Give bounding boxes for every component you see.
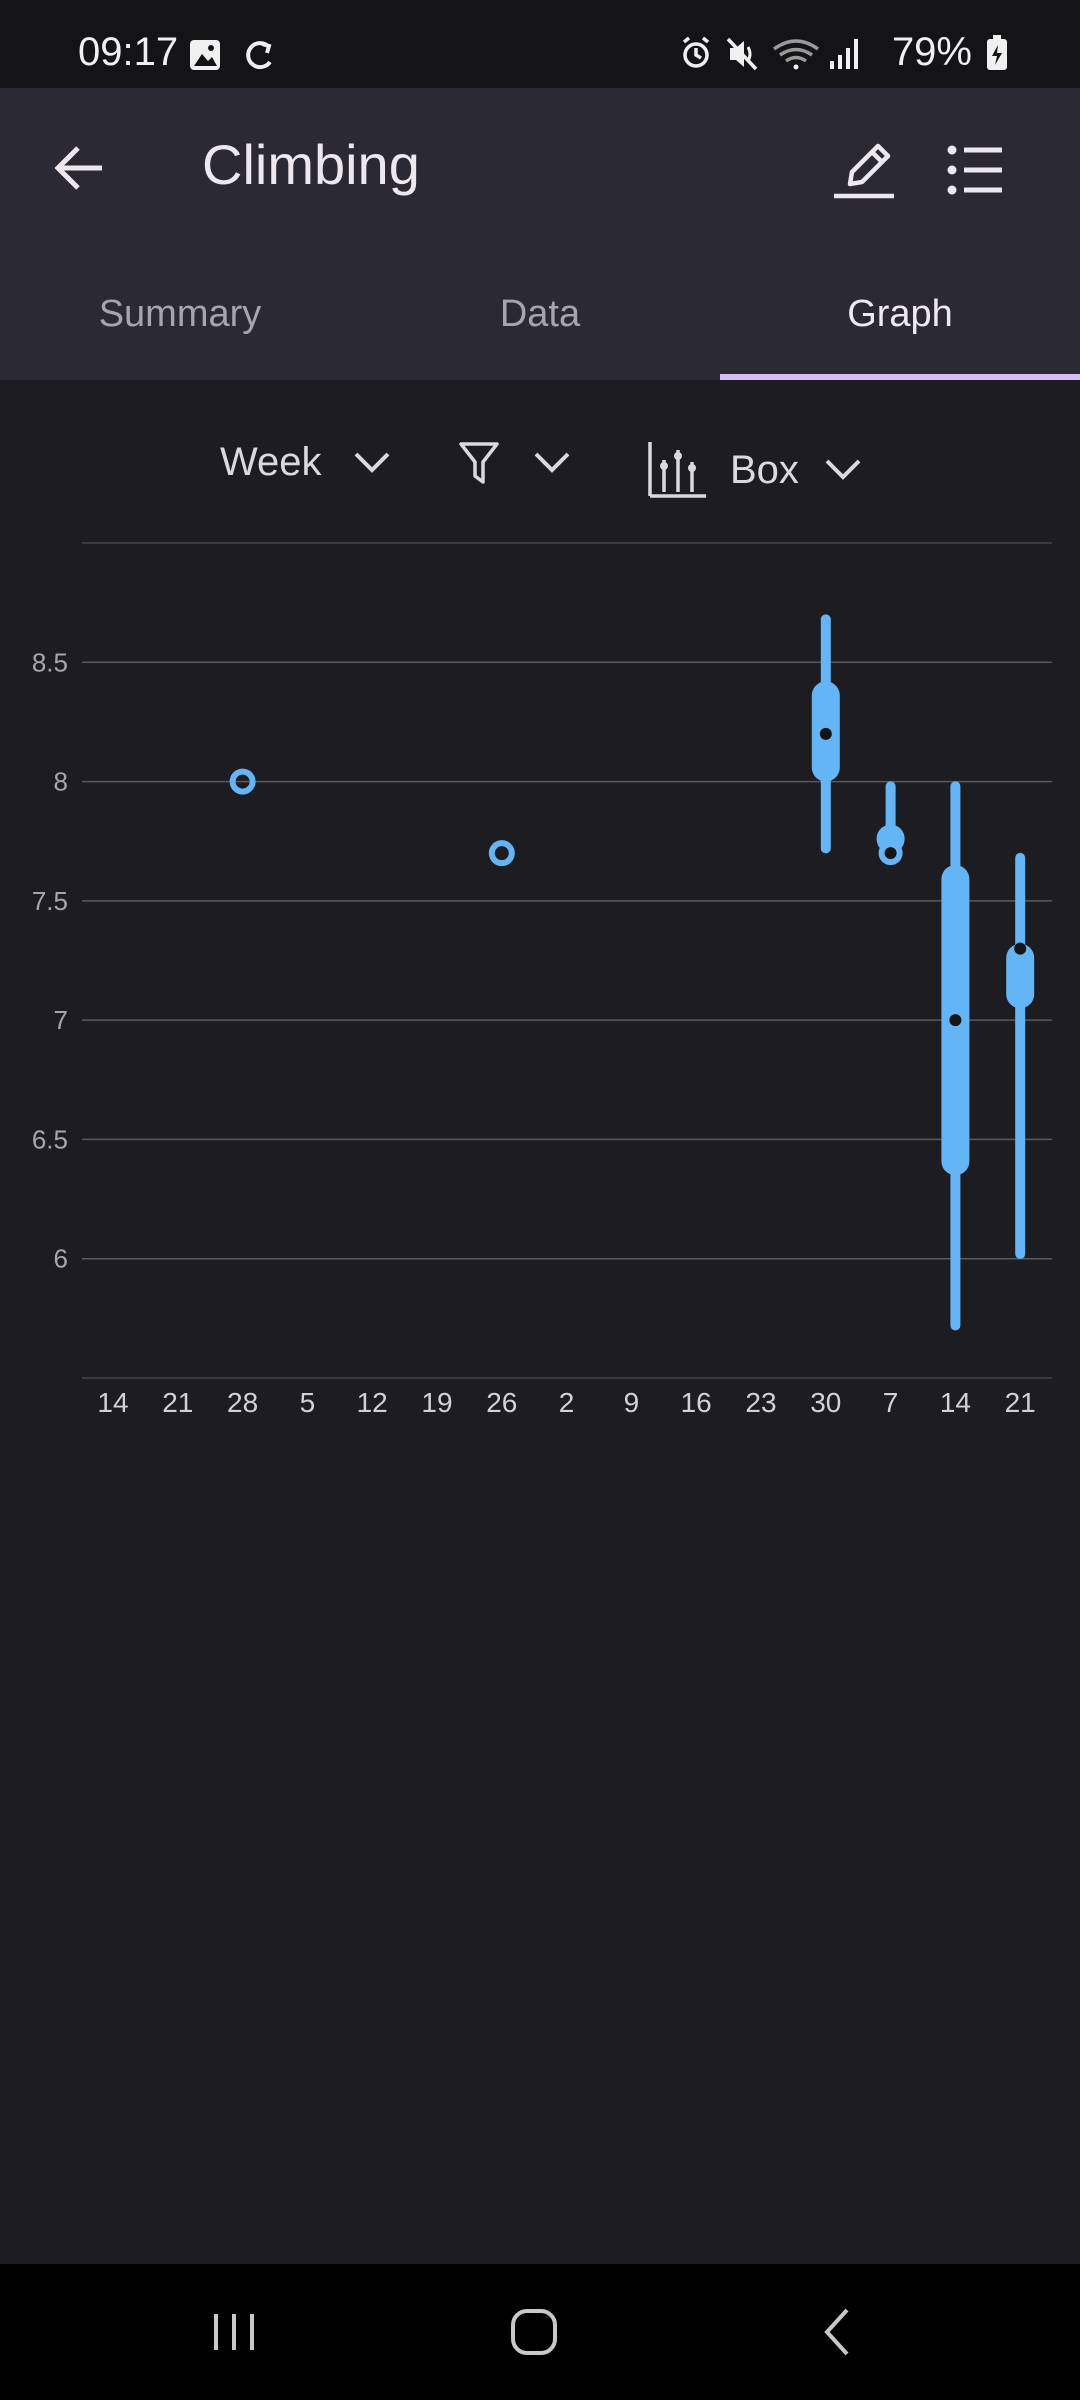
wifi-icon: [772, 38, 819, 69]
recents-icon: [214, 2314, 254, 2350]
battery-icon: [987, 34, 1007, 70]
sync-icon: [246, 41, 272, 70]
list-icon: [947, 145, 1002, 195]
chevron-down-icon: [354, 452, 389, 473]
x-tick-label: 23: [745, 1387, 776, 1418]
navigation-bar: [0, 2264, 1080, 2400]
tab-bar: Summary Data Graph: [0, 248, 1080, 380]
home-icon: [511, 2309, 557, 2355]
y-tick-label: 7.5: [32, 886, 68, 916]
chevron-left-icon: [824, 2308, 849, 2356]
box-plot-chart: 8.5 8 7.5 7 6.5 6 14 21 28 5 12 19 26 2 9 16 23 30 7 14 21: [0, 520, 1080, 1440]
y-tick-label: 8: [54, 767, 68, 797]
y-tick-label: 6: [54, 1244, 68, 1274]
signal-icon: [829, 38, 858, 69]
period-label: Week: [220, 440, 322, 484]
system-back-button[interactable]: [805, 2302, 875, 2362]
y-tick-label: 7: [54, 1005, 68, 1035]
edit-button[interactable]: [830, 132, 900, 202]
home-button[interactable]: [500, 2302, 570, 2362]
mute-icon: [726, 37, 758, 70]
page-title: Climbing: [202, 133, 420, 196]
x-tick-label: 26: [486, 1387, 517, 1418]
chevron-down-icon: [825, 459, 861, 480]
back-button[interactable]: [50, 138, 110, 198]
status-time: 09:17: [78, 30, 179, 74]
x-tick-label: 21: [1005, 1387, 1036, 1418]
x-tick-label: 5: [300, 1387, 316, 1418]
chart-type-dropdown[interactable]: Box: [646, 440, 863, 500]
period-dropdown[interactable]: Week: [220, 440, 392, 485]
x-tick-label: 9: [624, 1387, 640, 1418]
tab-graph[interactable]: Graph: [720, 248, 1080, 380]
x-tick-label: 19: [421, 1387, 452, 1418]
gallery-icon: [190, 40, 220, 70]
arrow-left-icon: [54, 146, 102, 190]
recent-apps-button[interactable]: [200, 2302, 270, 2362]
status-bar: 09:17: [0, 0, 1080, 88]
x-tick-label: 14: [97, 1387, 128, 1418]
x-tick-label: 14: [940, 1387, 971, 1418]
chevron-down-icon: [534, 452, 570, 473]
single-point-marker: [229, 768, 256, 795]
chart-type-label: Box: [730, 447, 799, 492]
x-tick-label: 7: [883, 1387, 899, 1418]
median-dot: [949, 1014, 962, 1027]
x-tick-label: 30: [810, 1387, 841, 1418]
status-notification-icons: [186, 36, 286, 81]
filter-icon: [459, 442, 499, 484]
tab-data[interactable]: Data: [499, 292, 581, 335]
median-dot: [819, 727, 832, 740]
single-point-marker: [488, 840, 515, 867]
battery-percent: 79%: [891, 30, 972, 74]
x-tick-label: 21: [162, 1387, 193, 1418]
y-tick-label: 6.5: [32, 1124, 68, 1154]
y-tick-label: 8.5: [32, 647, 68, 677]
pencil-icon: [834, 143, 894, 199]
alarm-icon: [682, 36, 710, 68]
median-dot: [1014, 942, 1027, 955]
x-tick-label: 12: [357, 1387, 388, 1418]
app-bar: Climbing: [0, 88, 1080, 248]
x-tick-label: 2: [559, 1387, 575, 1418]
graph-controls: Week Box: [0, 420, 1080, 520]
x-tick-label: 28: [227, 1387, 258, 1418]
tab-summary[interactable]: Summary: [98, 292, 262, 335]
status-system-icons: 79%: [678, 30, 1008, 75]
chart-svg: 8.5 8 7.5 7 6.5 6 14 21 28 5 12 19 26 2 9 16 23 30 7 14 21: [32, 542, 1052, 1418]
median-dot: [884, 847, 897, 860]
filter-dropdown[interactable]: [458, 440, 572, 486]
interquartile-box: [1006, 943, 1035, 1009]
list-button[interactable]: [946, 140, 1006, 200]
box-plot-icon: [648, 442, 706, 498]
x-tick-label: 16: [681, 1387, 712, 1418]
